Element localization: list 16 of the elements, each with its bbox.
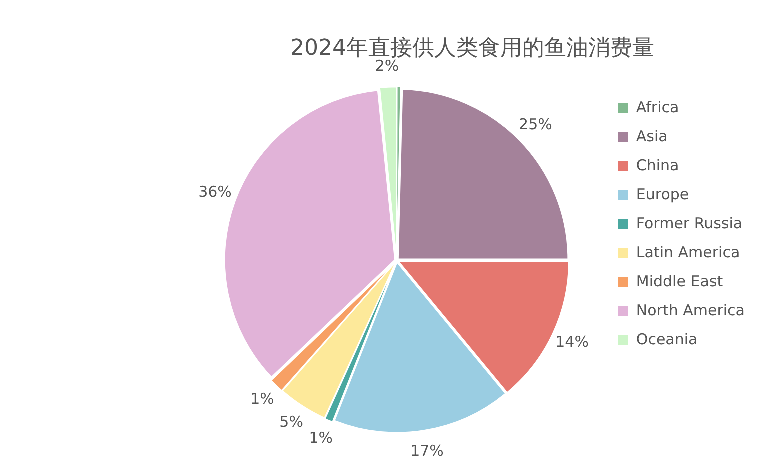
data-label: 36% — [198, 183, 232, 202]
data-label: 25% — [519, 115, 552, 134]
data-label: 1% — [250, 390, 274, 408]
data-label: 14% — [556, 333, 589, 352]
legend-label: China — [636, 156, 680, 174]
legend-label: Former Russia — [636, 214, 743, 232]
data-label: 1% — [309, 428, 333, 447]
data-label: 17% — [410, 442, 444, 460]
legend-label: Latin America — [636, 243, 740, 262]
legend-label: Asia — [636, 127, 668, 146]
legend-label: Oceania — [636, 330, 698, 348]
data-label: 5% — [280, 413, 304, 432]
legend-label: North America — [636, 301, 746, 320]
legend-label: Europe — [636, 185, 690, 204]
legend-label: Middle East — [636, 272, 724, 290]
legend-label: Africa — [636, 98, 680, 116]
